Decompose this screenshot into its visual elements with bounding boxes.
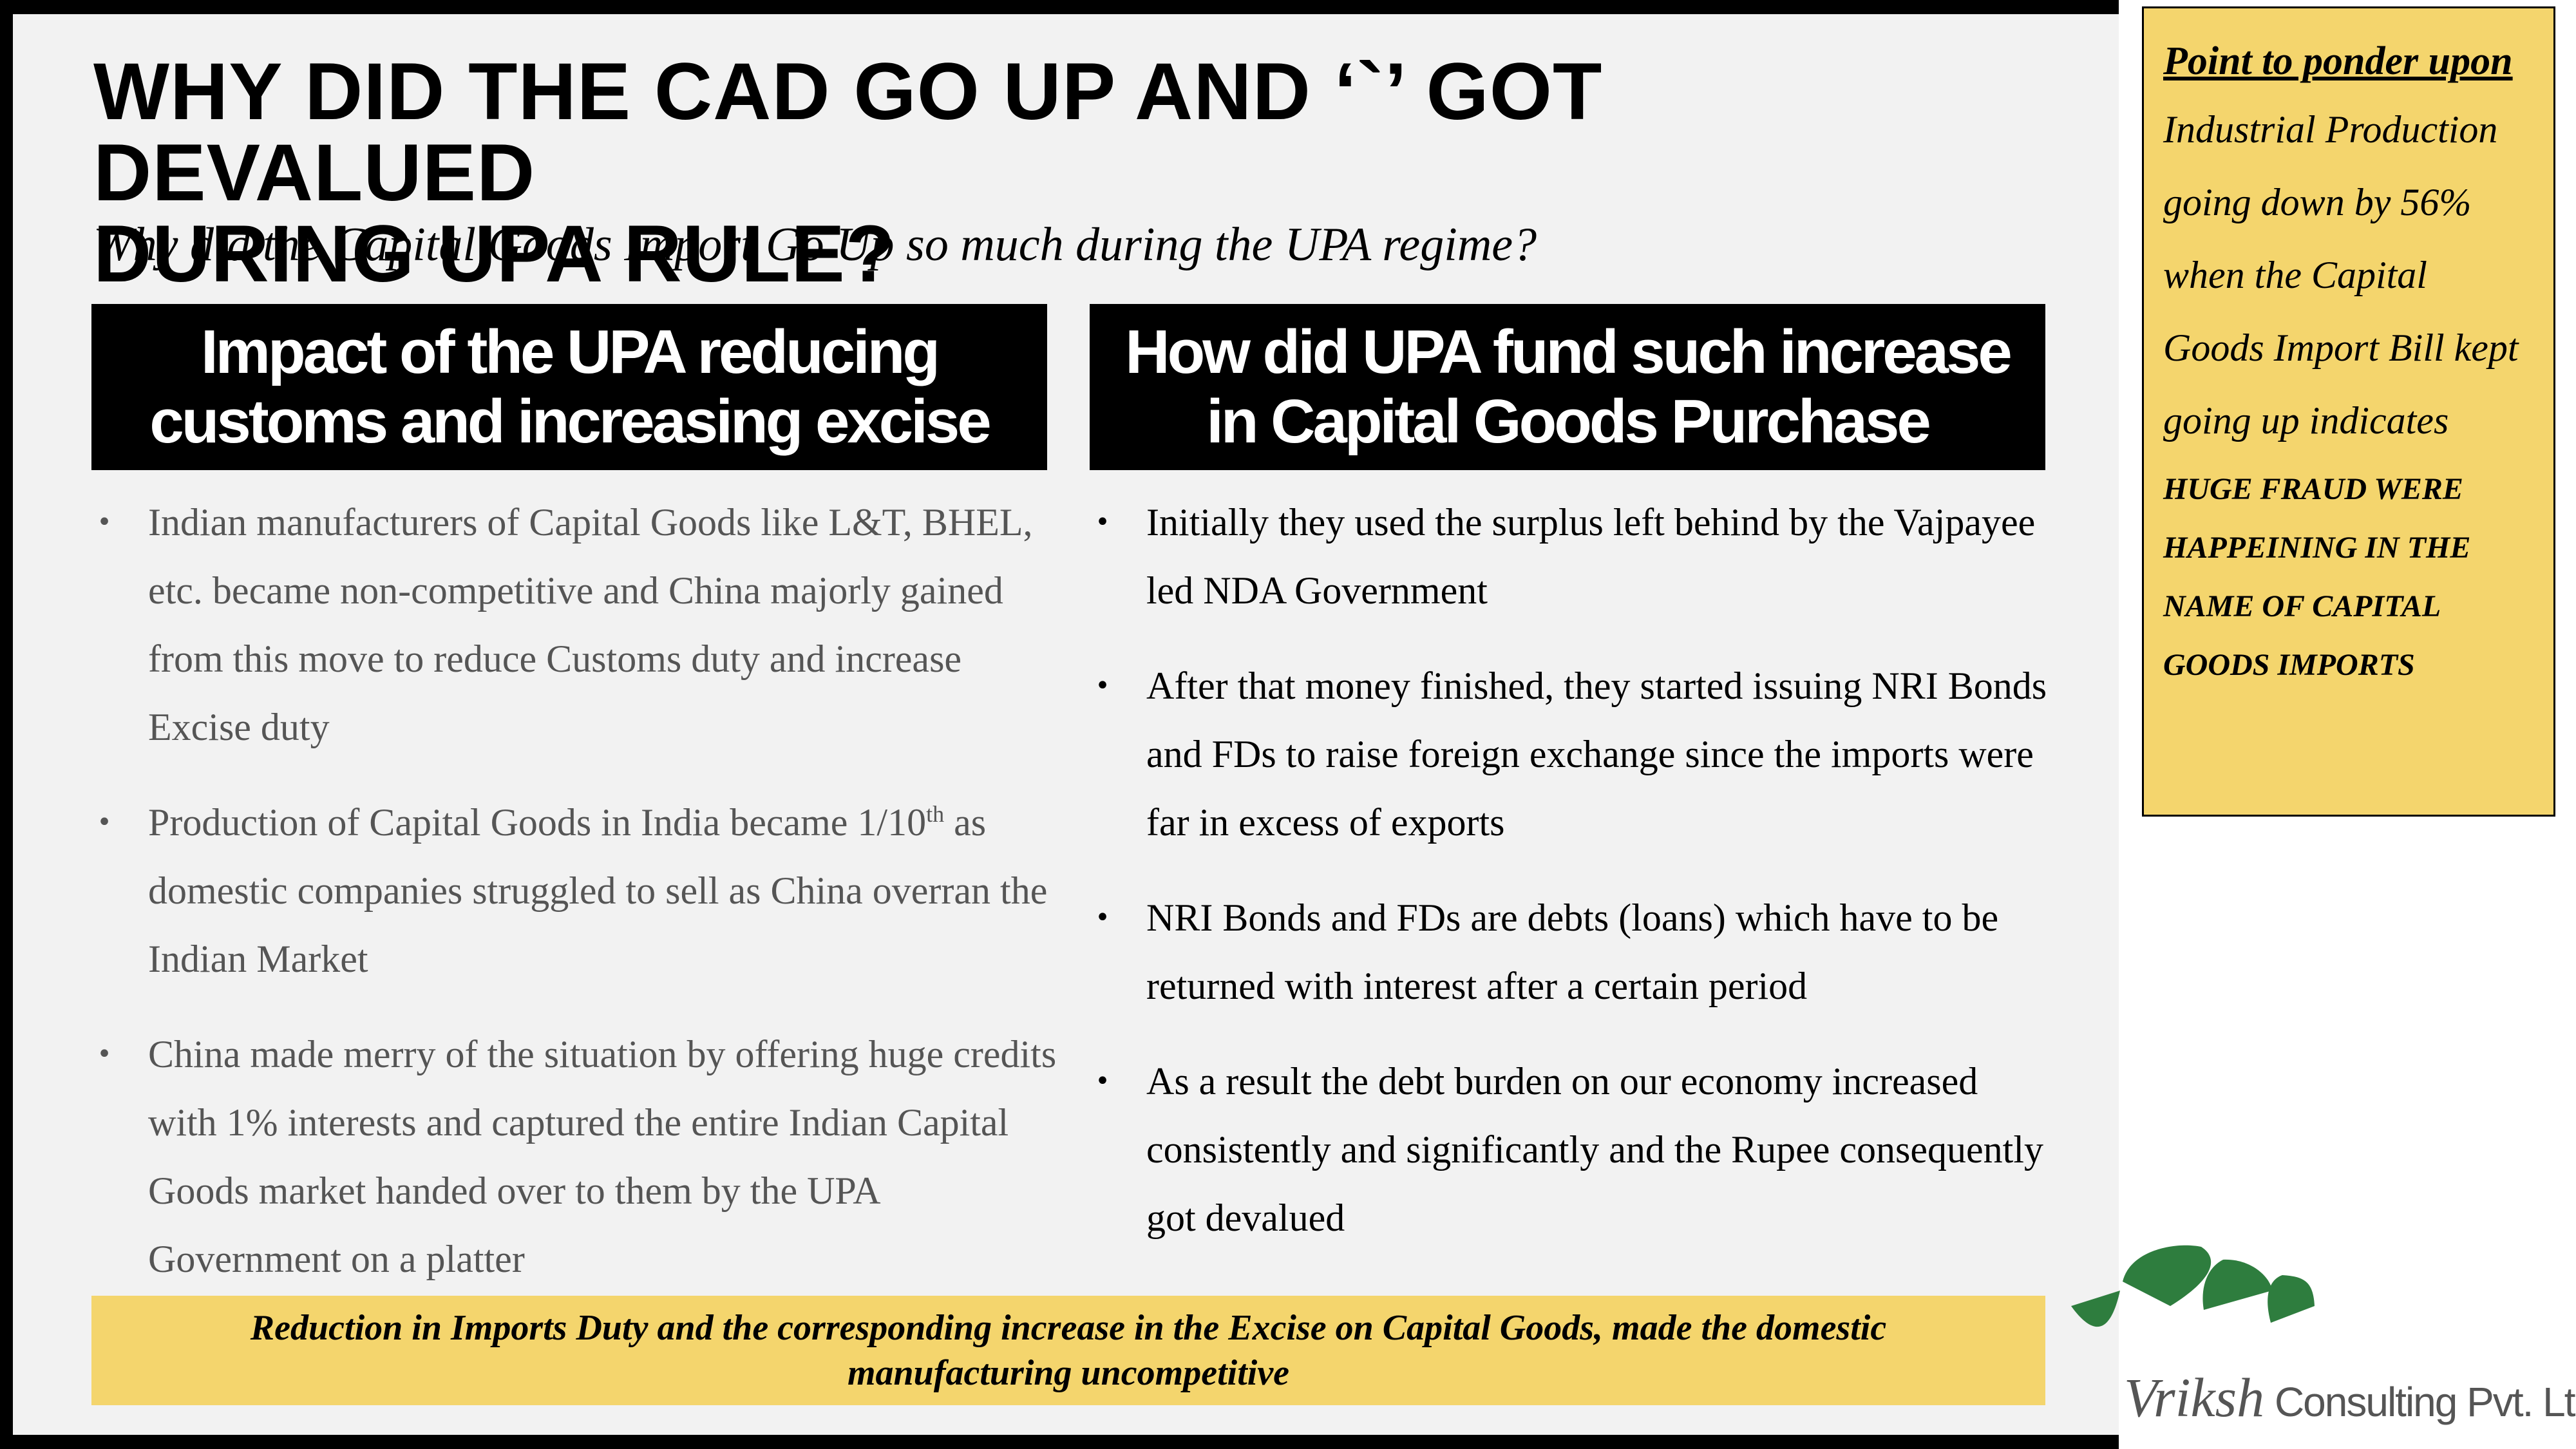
bullet-icon: • <box>1095 1066 1110 1096</box>
ponder-title: Point to ponder upon <box>2163 39 2513 83</box>
right-bullet-list: • Initially they used the surplus left b… <box>1090 488 2062 1279</box>
slide-subtitle: Why did the Capital Goods Import Go Up s… <box>93 218 1537 271</box>
ponder-emphasis-line: GOODS IMPORTS <box>2163 648 2415 682</box>
ponder-body-line: Industrial Production <box>2163 108 2498 151</box>
right-bullet-item: • Initially they used the surplus left b… <box>1090 488 2062 625</box>
left-bullet-text-after: as domestic companies struggled to sell … <box>148 801 1048 980</box>
ponder-emphasis-line: HAPPEINING IN THE <box>2163 531 2471 565</box>
right-bullet-text: As a result the debt burden on our econo… <box>1146 1060 2044 1239</box>
left-bullet-superscript: th <box>926 801 945 827</box>
bullet-icon: • <box>97 507 112 537</box>
right-heading-line-1: How did UPA fund such increase <box>1125 317 2012 386</box>
left-bullet-text: Indian manufacturers of Capital Goods li… <box>148 501 1033 748</box>
left-column-heading: Impact of the UPA reducing customs and i… <box>91 304 1047 470</box>
ponder-emphasis: HUGE FRAUD WERE HAPPEINING IN THE NAME O… <box>2163 460 2535 694</box>
left-bullet-item: • China made merry of the situation by o… <box>91 1020 1057 1293</box>
slide-title-line-1: WHY DID THE CAD GO UP AND ‘`’ GOT DEVALU… <box>93 47 1603 218</box>
ponder-body: Industrial Production going down by 56% … <box>2163 93 2535 457</box>
conclusion-text: Reduction in Imports Duty and the corres… <box>250 1308 1887 1393</box>
left-bullet-text-before: Production of Capital Goods in India bec… <box>148 801 927 844</box>
logo-brand: Vriksh <box>2124 1367 2265 1428</box>
tree-leaf-icon <box>2071 1245 2315 1327</box>
right-bullet-item: • After that money finished, they starte… <box>1090 652 2062 857</box>
left-bullet-text: China made merry of the situation by off… <box>148 1033 1057 1280</box>
bullet-icon: • <box>1095 671 1110 701</box>
right-bullet-item: • As a result the debt burden on our eco… <box>1090 1047 2062 1252</box>
right-bullet-text: After that money finished, they started … <box>1146 665 2047 844</box>
ponder-body-line: Goods Import Bill kept <box>2163 327 2519 369</box>
right-column-heading: How did UPA fund such increase in Capita… <box>1090 304 2045 470</box>
bullet-icon: • <box>97 1039 112 1069</box>
right-heading-line-2: in Capital Goods Purchase <box>1206 387 1931 456</box>
ponder-body-line: when the Capital <box>2163 254 2427 296</box>
ponder-body-line: going up indicates <box>2163 399 2449 442</box>
right-bullet-text: NRI Bonds and FDs are debts (loans) whic… <box>1146 896 1999 1007</box>
logo-wordmark: Vriksh Consulting Pvt. Ltd <box>2124 1365 2576 1430</box>
ponder-emphasis-line: NAME OF CAPITAL <box>2163 589 2441 623</box>
left-bullet-item: • Indian manufacturers of Capital Goods … <box>91 488 1057 761</box>
slide-title-line-2: DURING UPA RULE? <box>93 209 896 299</box>
slide <box>13 14 2119 1435</box>
conclusion-banner: Reduction in Imports Duty and the corres… <box>91 1296 2045 1405</box>
bullet-icon: • <box>1095 507 1110 537</box>
bullet-icon: • <box>1095 903 1110 933</box>
company-logo: Vriksh Consulting Pvt. Ltd <box>2061 1243 2576 1449</box>
left-bullet-list: • Indian manufacturers of Capital Goods … <box>91 488 1057 1320</box>
bullet-icon: • <box>97 808 112 837</box>
right-bullet-item: • NRI Bonds and FDs are debts (loans) wh… <box>1090 884 2062 1020</box>
left-bullet-text: Production of Capital Goods in India bec… <box>148 801 1047 980</box>
ponder-callout-box: Point to ponder upon Industrial Producti… <box>2142 6 2555 817</box>
right-bullet-text: Initially they used the surplus left beh… <box>1146 501 2036 612</box>
ponder-body-line: going down by 56% <box>2163 181 2472 223</box>
left-heading-line-2: customs and increasing excise <box>149 387 991 456</box>
left-heading-line-1: Impact of the UPA reducing <box>200 317 940 386</box>
left-bullet-item: • Production of Capital Goods in India b… <box>91 788 1057 993</box>
logo-company-suffix: Consulting Pvt. Ltd <box>2264 1379 2576 1425</box>
slide-title: WHY DID THE CAD GO UP AND ‘`’ GOT DEVALU… <box>93 52 2025 295</box>
ponder-emphasis-line: HUGE FRAUD WERE <box>2163 472 2463 506</box>
